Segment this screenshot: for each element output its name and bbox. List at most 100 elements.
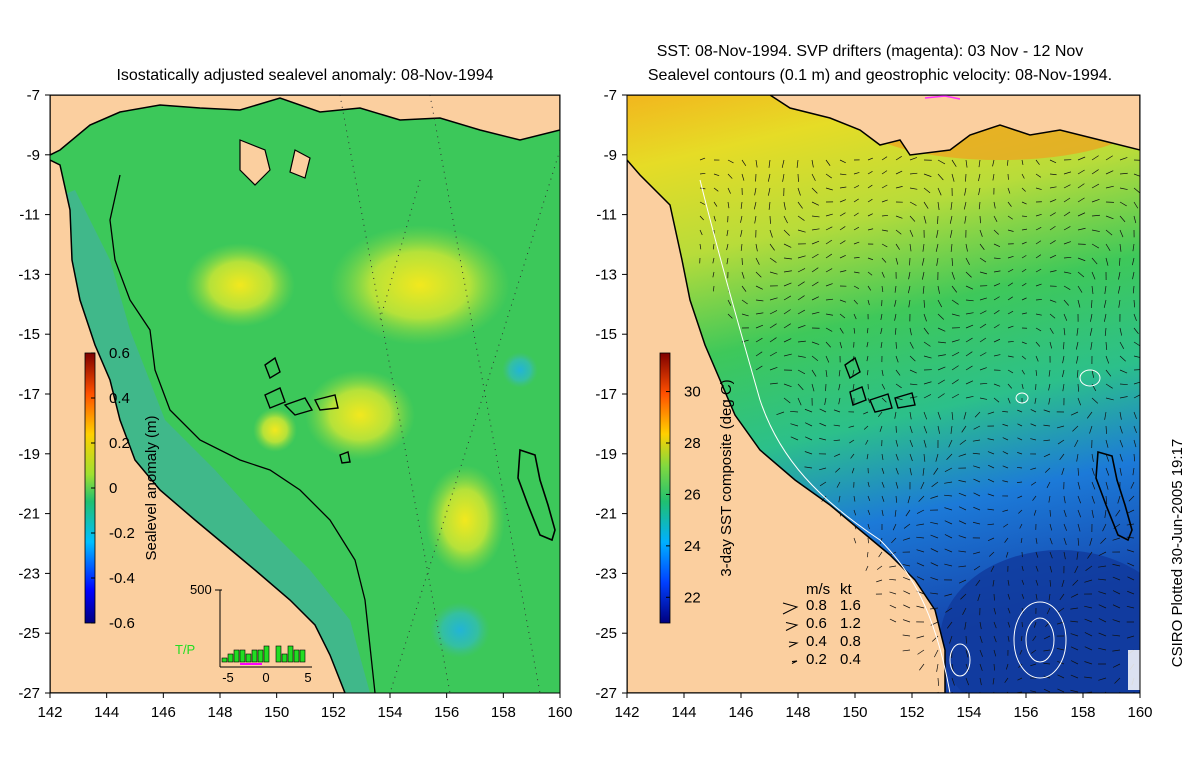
velocity-arrow [923,411,928,420]
velocity-arrow [950,425,953,434]
velocity-arrow [937,411,941,420]
inset-bar [299,649,306,663]
velocity-arrow [895,243,900,250]
velocity-arrow [909,425,913,434]
velocity-arrow [930,577,939,581]
velocity-arrow [1119,341,1125,349]
velocity-arrow [1007,355,1014,358]
inset-x-ticks: -5 0 5 [222,670,311,685]
velocity-arrow [930,521,939,525]
legend-kt-value: 1.2 [840,615,861,632]
velocity-arrow [987,478,995,483]
velocity-arrow [1091,183,1100,189]
velocity-arrow [1077,383,1080,392]
velocity-arrow [797,369,806,375]
velocity-arrow [1118,299,1121,308]
velocity-arrow [965,312,974,315]
velocity-arrow [1007,255,1014,259]
velocity-arrow [1007,341,1014,343]
velocity-arrow [1075,341,1079,350]
velocity-arrow [958,565,967,568]
velocity-arrow [1048,369,1051,377]
velocity-arrow [811,355,819,362]
velocity-arrow [1007,159,1009,166]
velocity-arrow [866,327,869,334]
velocity-arrow [1105,495,1108,504]
cloud-mask [1128,650,1140,690]
velocity-arrow [839,341,843,349]
island [289,149,311,179]
velocity-arrow [1104,313,1107,322]
colorbar-tick-label: 22 [684,589,701,606]
velocity-arrow [1070,633,1079,637]
velocity-arrow [935,243,939,252]
velocity-arrow [902,649,911,652]
velocity-arrow [993,215,998,222]
velocity-arrow [1133,215,1137,224]
lat-tick-label: -13 [595,266,617,283]
velocity-arrow [783,229,790,236]
velocity-arrow [1070,607,1079,610]
new-guinea-land [627,95,1140,156]
velocity-arrow [1084,646,1093,651]
velocity-arrow [1070,646,1079,651]
velocity-arrow [978,187,981,196]
velocity-arrow [895,383,902,389]
velocity-arrow [1016,466,1023,469]
velocity-arrow [1077,537,1080,546]
sla-map[interactable] [50,95,560,693]
velocity-arrow [783,323,791,329]
velocity-arrow [895,257,899,265]
velocity-arrow [741,313,749,317]
velocity-arrow [1021,341,1027,345]
velocity-arrow [978,201,981,210]
velocity-arrow [987,508,995,511]
velocity-arrow [895,341,897,349]
velocity-arrow [951,271,955,280]
sla-cool-spot [502,352,538,388]
legend-arrow-glyph [785,622,799,631]
velocity-arrow [699,215,704,221]
velocity-arrow [935,453,939,462]
velocity-arrow [965,677,970,686]
australia-land [50,159,346,693]
sst-map[interactable] [627,80,1180,730]
velocity-arrow [1002,465,1009,469]
velocity-arrow [1043,424,1051,427]
velocity-arrow [1043,662,1051,665]
velocity-arrow [1098,632,1107,637]
velocity-arrow [838,397,841,405]
velocity-arrow [1072,425,1079,432]
velocity-arrow [811,201,819,206]
velocity-arrow [937,379,946,385]
velocity-arrow [937,313,945,320]
velocity-arrow [1059,453,1065,461]
velocity-arrow [944,563,953,567]
velocity-arrow [936,257,939,266]
island [239,139,271,186]
velocity-arrow [903,604,911,609]
velocity-arrow [867,299,870,306]
velocity-arrow [1132,257,1135,266]
velocity-arrow [973,465,981,469]
lon-tick-label: 146 [728,704,753,721]
velocity-arrow [1063,299,1069,306]
velocity-arrow [1077,299,1081,308]
velocity-arrow [977,593,981,601]
velocity-arrow [1077,257,1086,262]
velocity-arrow [727,173,733,179]
velocity-arrow [958,506,967,511]
velocity-arrow [740,229,743,237]
velocity-arrow [1070,660,1079,665]
island [869,393,893,413]
velocity-arrow [920,481,925,490]
velocity-arrow [1057,674,1065,679]
velocity-arrow [1063,271,1072,274]
velocity-arrow [1007,215,1013,220]
velocity-arrow [825,173,832,179]
velocity-arrow [1049,186,1057,189]
velocity-arrow [895,355,899,363]
velocity-arrow [1032,495,1037,501]
velocity-arrow [865,565,869,571]
velocity-arrow [1076,327,1079,336]
